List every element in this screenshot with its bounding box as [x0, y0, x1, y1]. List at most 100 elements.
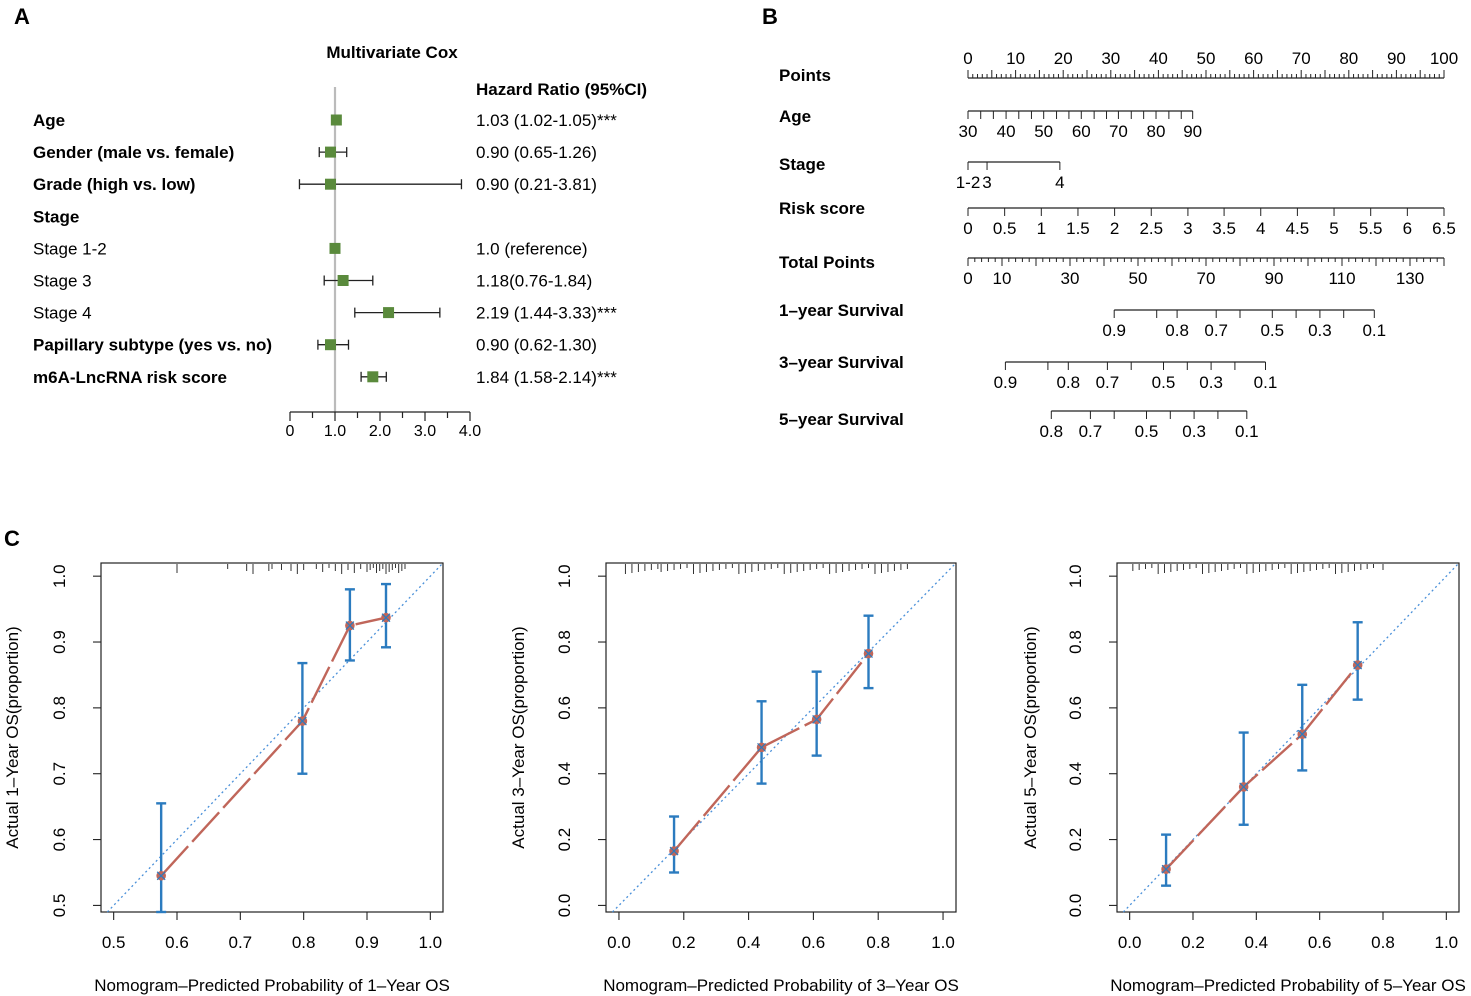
panel-label-c: C — [4, 526, 20, 551]
nomogram-tick-label: 0.7 — [1204, 321, 1228, 340]
forest-hr-text: 1.84 (1.58-2.14)*** — [476, 368, 617, 387]
nomogram-tick-label: 3 — [1183, 219, 1192, 238]
calibration-x-tick-label: 1.0 — [419, 933, 443, 952]
calibration-y-tick-label: 0.6 — [555, 696, 574, 720]
nomogram-tick-label: 4 — [1055, 173, 1064, 192]
nomogram-tick-label: 6.5 — [1432, 219, 1456, 238]
nomogram-tick-label: 30 — [959, 122, 978, 141]
forest-x-tick-label: 3.0 — [414, 423, 436, 440]
nomogram-row-label: Points — [779, 66, 831, 85]
calibration-y-tick-label: 0.5 — [50, 894, 69, 918]
calibration-x-tick-label: 0.8 — [292, 933, 316, 952]
forest-row-label: Gender (male vs. female) — [33, 143, 234, 162]
nomogram-tick-label: 0.3 — [1308, 321, 1332, 340]
nomogram-tick-label: 80 — [1147, 122, 1166, 141]
calibration-y-tick-label: 0.4 — [555, 762, 574, 786]
calibration-x-tick-label: 0.0 — [1118, 933, 1142, 952]
calibration-x-tick-label: 0.4 — [737, 933, 761, 952]
forest-x-tick-label: 4.0 — [459, 423, 481, 440]
forest-hr-marker — [325, 178, 336, 190]
calibration-y-tick-label: 0.6 — [1066, 696, 1085, 720]
nomogram-row-label: Stage — [779, 155, 825, 174]
nomogram-tick-label: 130 — [1396, 269, 1424, 288]
forest-hr-text: 0.90 (0.65-1.26) — [476, 143, 597, 162]
calibration-y-tick-label: 0.2 — [1066, 828, 1085, 852]
calibration-y-tick-label: 0.9 — [50, 630, 69, 654]
calibration-y-tick-label: 0.8 — [555, 630, 574, 654]
forest-hr-marker — [329, 242, 341, 254]
forest-hr-marker — [383, 307, 395, 319]
nomogram-tick-label: 0.7 — [1096, 373, 1120, 392]
forest-row-label: Papillary subtype (yes vs. no) — [33, 336, 272, 355]
calibration-plot-frame — [100, 562, 444, 913]
calibration-y-tick-label: 1.0 — [1066, 564, 1085, 588]
nomogram-tick-label: 40 — [997, 122, 1016, 141]
calibration-x-tick-label: 0.2 — [1181, 933, 1205, 952]
calibration-bootstrap-marker — [669, 846, 679, 856]
forest-row-label: Age — [33, 111, 65, 130]
nomogram-tick-label: 60 — [1072, 122, 1091, 141]
nomogram-tick-label: 40 — [1149, 49, 1168, 68]
nomogram-tick-label: 90 — [1265, 269, 1284, 288]
calibration-x-tick-label: 0.8 — [866, 933, 890, 952]
calibration-y-axis-title: Actual 1–Year OS(proportion) — [3, 626, 22, 848]
nomogram-tick-label: 1.5 — [1066, 219, 1090, 238]
forest-hr-marker — [325, 146, 336, 158]
calibration-y-tick-label: 0.0 — [1066, 894, 1085, 918]
calibration-x-tick-label: 0.6 — [1308, 933, 1332, 952]
nomogram-tick-label: 0.7 — [1079, 422, 1103, 441]
nomogram-tick-label: 3.5 — [1212, 219, 1236, 238]
calibration-x-tick-label: 1.0 — [931, 933, 955, 952]
nomogram-tick-label: 0.8 — [1056, 373, 1080, 392]
nomogram-tick-label: 70 — [1109, 122, 1128, 141]
forest-row-label: m6A-LncRNA risk score — [33, 368, 227, 387]
calibration-bootstrap-marker — [156, 871, 166, 881]
calibration-x-tick-label: 0.8 — [1371, 933, 1395, 952]
nomogram-tick-label: 10 — [1006, 49, 1025, 68]
nomogram-tick-label: 0.8 — [1165, 321, 1189, 340]
calibration-x-tick-label: 0.5 — [102, 933, 126, 952]
nomogram-tick-label: 70 — [1292, 49, 1311, 68]
calibration-ideal-line — [612, 562, 957, 913]
calibration-y-tick-label: 0.4 — [1066, 762, 1085, 786]
nomogram-tick-label: 100 — [1430, 49, 1458, 68]
forest-plot: Multivariate Cox Hazard Ratio (95%CI) Ag… — [33, 43, 647, 440]
forest-row-label: Stage 3 — [33, 272, 92, 291]
calibration-observed-line — [673, 652, 870, 852]
calibration-y-tick-label: 1.0 — [50, 564, 69, 588]
calibration-y-axis-title: Actual 3–Year OS(proportion) — [509, 626, 528, 848]
nomogram-tick-label: 1 — [1037, 219, 1046, 238]
forest-hr-marker — [330, 114, 342, 126]
nomogram-tick-label: 6 — [1403, 219, 1412, 238]
nomogram-tick-label: 4 — [1256, 219, 1265, 238]
calibration-y-tick-label: 0.2 — [555, 828, 574, 852]
forest-hr-marker — [325, 339, 336, 351]
forest-row-label: Stage 1-2 — [33, 239, 107, 258]
calibration-bootstrap-marker — [1353, 660, 1363, 670]
calibration-ideal-line — [106, 562, 444, 913]
nomogram-tick-label: 0.3 — [1182, 422, 1206, 441]
calibration-x-axis-title: Nomogram–Predicted Probability of 1–Year… — [94, 976, 450, 995]
nomogram-tick-label: 90 — [1183, 122, 1202, 141]
nomogram-tick-label: 0 — [963, 219, 972, 238]
forest-hr-text: 1.18(0.76-1.84) — [476, 272, 592, 291]
forest-row-label: Grade (high vs. low) — [33, 175, 195, 194]
calibration-y-tick-label: 0.7 — [50, 762, 69, 786]
calibration-plot-frame — [1116, 562, 1460, 913]
calibration-y-tick-label: 0.8 — [1066, 630, 1085, 654]
calibration-x-tick-label: 0.6 — [802, 933, 826, 952]
nomogram-row-label: 1–year Survival — [779, 301, 904, 320]
nomogram-tick-label: 0.3 — [1199, 373, 1223, 392]
nomogram-tick-label: 1-2 — [956, 173, 981, 192]
calibration-bootstrap-marker — [345, 621, 355, 630]
nomogram-tick-label: 0.5 — [1135, 422, 1159, 441]
calibration-observed-line — [160, 616, 387, 877]
calibration-x-axis-title: Nomogram–Predicted Probability of 3–Year… — [603, 976, 959, 995]
calibration-bootstrap-marker — [1161, 864, 1171, 874]
calibration-observed-line — [1165, 664, 1359, 871]
nomogram-tick-label: 60 — [1244, 49, 1263, 68]
nomogram-tick-label: 50 — [1197, 49, 1216, 68]
nomogram-row-label: 3–year Survival — [779, 353, 904, 372]
